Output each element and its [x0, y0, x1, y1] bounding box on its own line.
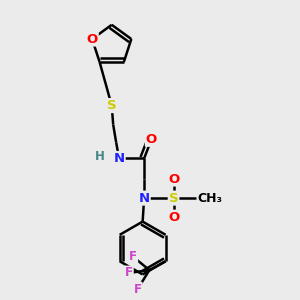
- Text: F: F: [125, 266, 133, 280]
- Text: O: O: [168, 211, 179, 224]
- Text: S: S: [107, 99, 116, 112]
- Text: O: O: [168, 172, 179, 185]
- Text: CH₃: CH₃: [197, 192, 222, 205]
- Text: O: O: [146, 133, 157, 146]
- Text: N: N: [113, 152, 124, 165]
- Text: H: H: [95, 151, 105, 164]
- Text: F: F: [129, 250, 137, 263]
- Text: O: O: [86, 32, 98, 46]
- Text: F: F: [134, 283, 142, 296]
- Text: N: N: [139, 192, 150, 205]
- Text: S: S: [169, 192, 178, 205]
